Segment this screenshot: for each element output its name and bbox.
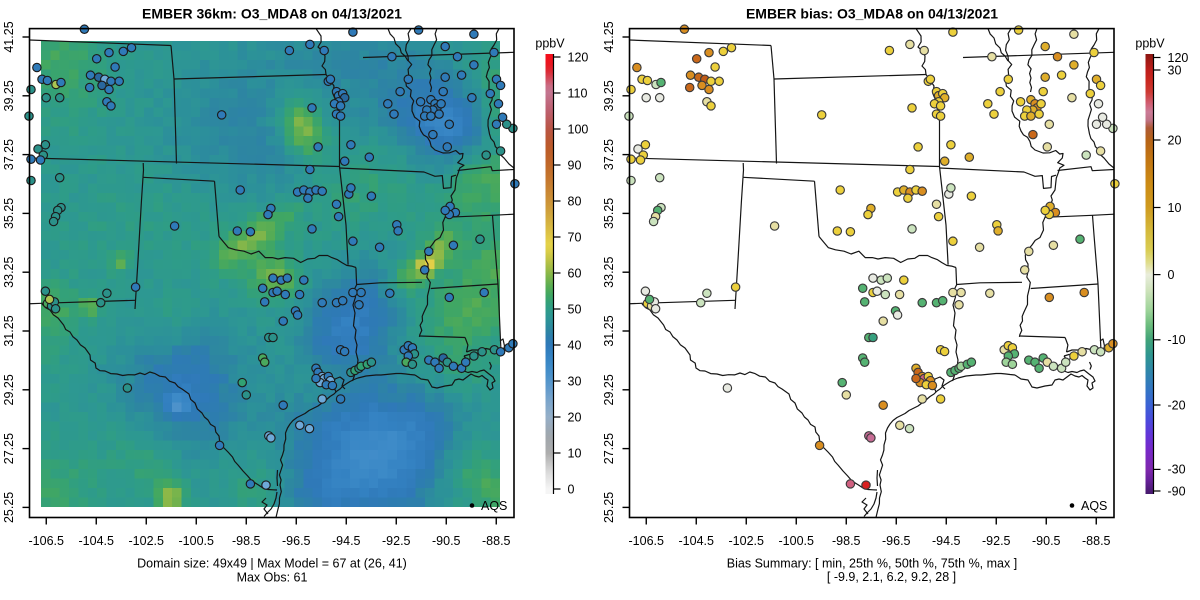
svg-text:EMBER bias: O3_MDA8 on 04/13/2: EMBER bias: O3_MDA8 on 04/13/2021: [746, 6, 998, 22]
svg-text:AQS: AQS: [481, 499, 507, 513]
svg-text:10: 10: [1168, 201, 1182, 215]
svg-text:60: 60: [568, 266, 582, 280]
svg-text:29.25: 29.25: [602, 374, 616, 405]
svg-text:-106.5: -106.5: [629, 534, 664, 548]
svg-text:AQS: AQS: [1081, 499, 1107, 513]
svg-text:10: 10: [568, 446, 582, 460]
svg-text:-30: -30: [1168, 463, 1186, 477]
svg-text:90: 90: [568, 158, 582, 172]
svg-text:Domain size: 49x49 | Max Model: Domain size: 49x49 | Max Model = 67 at (…: [137, 557, 407, 571]
svg-text:0: 0: [1168, 268, 1175, 282]
svg-text:-98.5: -98.5: [232, 534, 261, 548]
svg-text:39.25: 39.25: [602, 80, 616, 111]
svg-text:35.25: 35.25: [602, 198, 616, 229]
svg-text:41.25: 41.25: [2, 21, 16, 52]
svg-text:Max Obs: 61: Max Obs: 61: [237, 571, 308, 585]
svg-text:25.25: 25.25: [2, 492, 16, 523]
svg-text:40: 40: [568, 338, 582, 352]
svg-text:Bias Summary: [ min, 25th %, 5: Bias Summary: [ min, 25th %, 50th %, 75t…: [727, 557, 1017, 571]
svg-text:50: 50: [568, 302, 582, 316]
svg-text:-102.5: -102.5: [129, 534, 164, 548]
svg-text:EMBER 36km: O3_MDA8 on 04/13/2: EMBER 36km: O3_MDA8 on 04/13/2021: [142, 6, 402, 22]
svg-text:80: 80: [568, 194, 582, 208]
svg-text:-10: -10: [1168, 333, 1186, 347]
svg-text:27.25: 27.25: [602, 433, 616, 464]
svg-text:120: 120: [1168, 51, 1189, 65]
svg-text:29.25: 29.25: [2, 374, 16, 405]
svg-text:37.25: 37.25: [2, 139, 16, 170]
svg-text:30: 30: [1168, 63, 1182, 77]
svg-text:-90: -90: [1168, 484, 1186, 498]
svg-text:-104.5: -104.5: [679, 534, 714, 548]
svg-text:-94.5: -94.5: [932, 534, 961, 548]
svg-text:70: 70: [568, 230, 582, 244]
svg-text:-90.5: -90.5: [1032, 534, 1061, 548]
svg-text:-94.5: -94.5: [332, 534, 361, 548]
svg-text:-88.5: -88.5: [1082, 534, 1111, 548]
svg-text:110: 110: [568, 86, 588, 100]
svg-text:30: 30: [568, 374, 582, 388]
svg-text:25.25: 25.25: [602, 492, 616, 523]
svg-text:-20: -20: [1168, 398, 1186, 412]
svg-text:27.25: 27.25: [2, 433, 16, 464]
svg-text:-96.5: -96.5: [282, 534, 311, 548]
svg-text:-102.5: -102.5: [729, 534, 764, 548]
svg-text:33.25: 33.25: [2, 257, 16, 288]
svg-text:-106.5: -106.5: [29, 534, 64, 548]
svg-text:-104.5: -104.5: [79, 534, 114, 548]
svg-text:100: 100: [568, 122, 589, 136]
svg-text:-100.5: -100.5: [179, 534, 214, 548]
svg-text:-90.5: -90.5: [432, 534, 461, 548]
svg-text:33.25: 33.25: [602, 257, 616, 288]
svg-text:ppbV: ppbV: [1135, 37, 1165, 51]
svg-text:35.25: 35.25: [2, 198, 16, 229]
svg-text:-88.5: -88.5: [482, 534, 511, 548]
svg-text:-100.5: -100.5: [779, 534, 814, 548]
svg-text:37.25: 37.25: [602, 139, 616, 170]
svg-text:[ -9.9, 2.1, 6.2, 9.2, 28: [ -9.9, 2.1, 6.2, 9.2, 28 ]: [827, 570, 956, 584]
svg-text:31.25: 31.25: [2, 315, 16, 346]
svg-text:20: 20: [568, 410, 582, 424]
svg-text:0: 0: [568, 482, 575, 496]
svg-text:41.25: 41.25: [602, 21, 616, 52]
svg-text:-92.5: -92.5: [382, 534, 411, 548]
svg-text:31.25: 31.25: [602, 315, 616, 346]
svg-text:39.25: 39.25: [2, 80, 16, 111]
svg-text:-92.5: -92.5: [982, 534, 1011, 548]
svg-text:120: 120: [568, 50, 589, 64]
svg-text:-96.5: -96.5: [882, 534, 911, 548]
svg-text:20: 20: [1168, 133, 1182, 147]
svg-text:-98.5: -98.5: [832, 534, 861, 548]
svg-text:ppbV: ppbV: [535, 37, 565, 51]
